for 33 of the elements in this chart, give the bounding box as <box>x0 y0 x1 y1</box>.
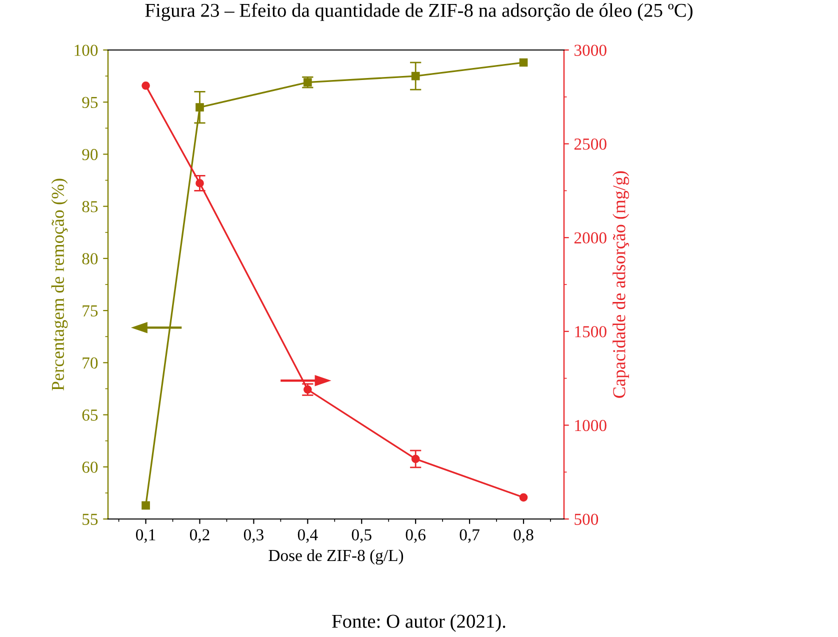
y-tick-label: 75 <box>82 305 98 316</box>
point <box>142 81 150 90</box>
x-tick-label: 0,5 <box>352 529 372 543</box>
x-axis-title: Dose de ZIF-8 (g/L) <box>268 549 404 565</box>
x-tick-label: 0,3 <box>244 529 264 543</box>
x-tick-label: 0,4 <box>298 529 318 543</box>
x-tick-label: 0,6 <box>406 529 426 543</box>
y2-axis-title: Capacidade de adsorção (mg/g) <box>612 171 630 398</box>
point <box>519 58 528 67</box>
point <box>519 493 528 502</box>
y-tick-label: 95 <box>82 96 98 108</box>
y-tick-label: 55 <box>82 514 98 525</box>
y2-tick-label: 2000 <box>574 232 606 244</box>
source-note: Fonte: O autor (2021). <box>332 614 506 632</box>
y-tick-label: 60 <box>82 462 98 473</box>
point <box>142 501 150 510</box>
y-tick-label: 85 <box>82 201 98 212</box>
y2-tick-label: 500 <box>574 514 598 525</box>
y-tick-label: 70 <box>82 357 98 369</box>
x-tick-label: 0,7 <box>460 529 480 543</box>
y-tick-label: 90 <box>82 148 98 160</box>
y2-tick-label: 1000 <box>575 420 606 432</box>
x-tick-label: 0,2 <box>190 529 210 543</box>
y-tick-label: 80 <box>82 253 98 264</box>
x-tick-label: 0,1 <box>136 529 156 543</box>
x-tick-label: 0,8 <box>514 529 534 543</box>
chart-title: Figura 23 – Efeito da quantidade de ZIF-8 na adsorção de óleo (25 ºC) <box>145 3 692 21</box>
y-tick-label: 65 <box>82 410 98 421</box>
y2-tick-label: 3000 <box>574 44 606 56</box>
y-axis-title: Percentagem de remoção (%) <box>51 178 68 391</box>
y2-tick-label: 2500 <box>574 138 606 150</box>
y-tick-label: 100 <box>74 44 98 56</box>
y2-tick-label: 1500 <box>575 326 606 338</box>
